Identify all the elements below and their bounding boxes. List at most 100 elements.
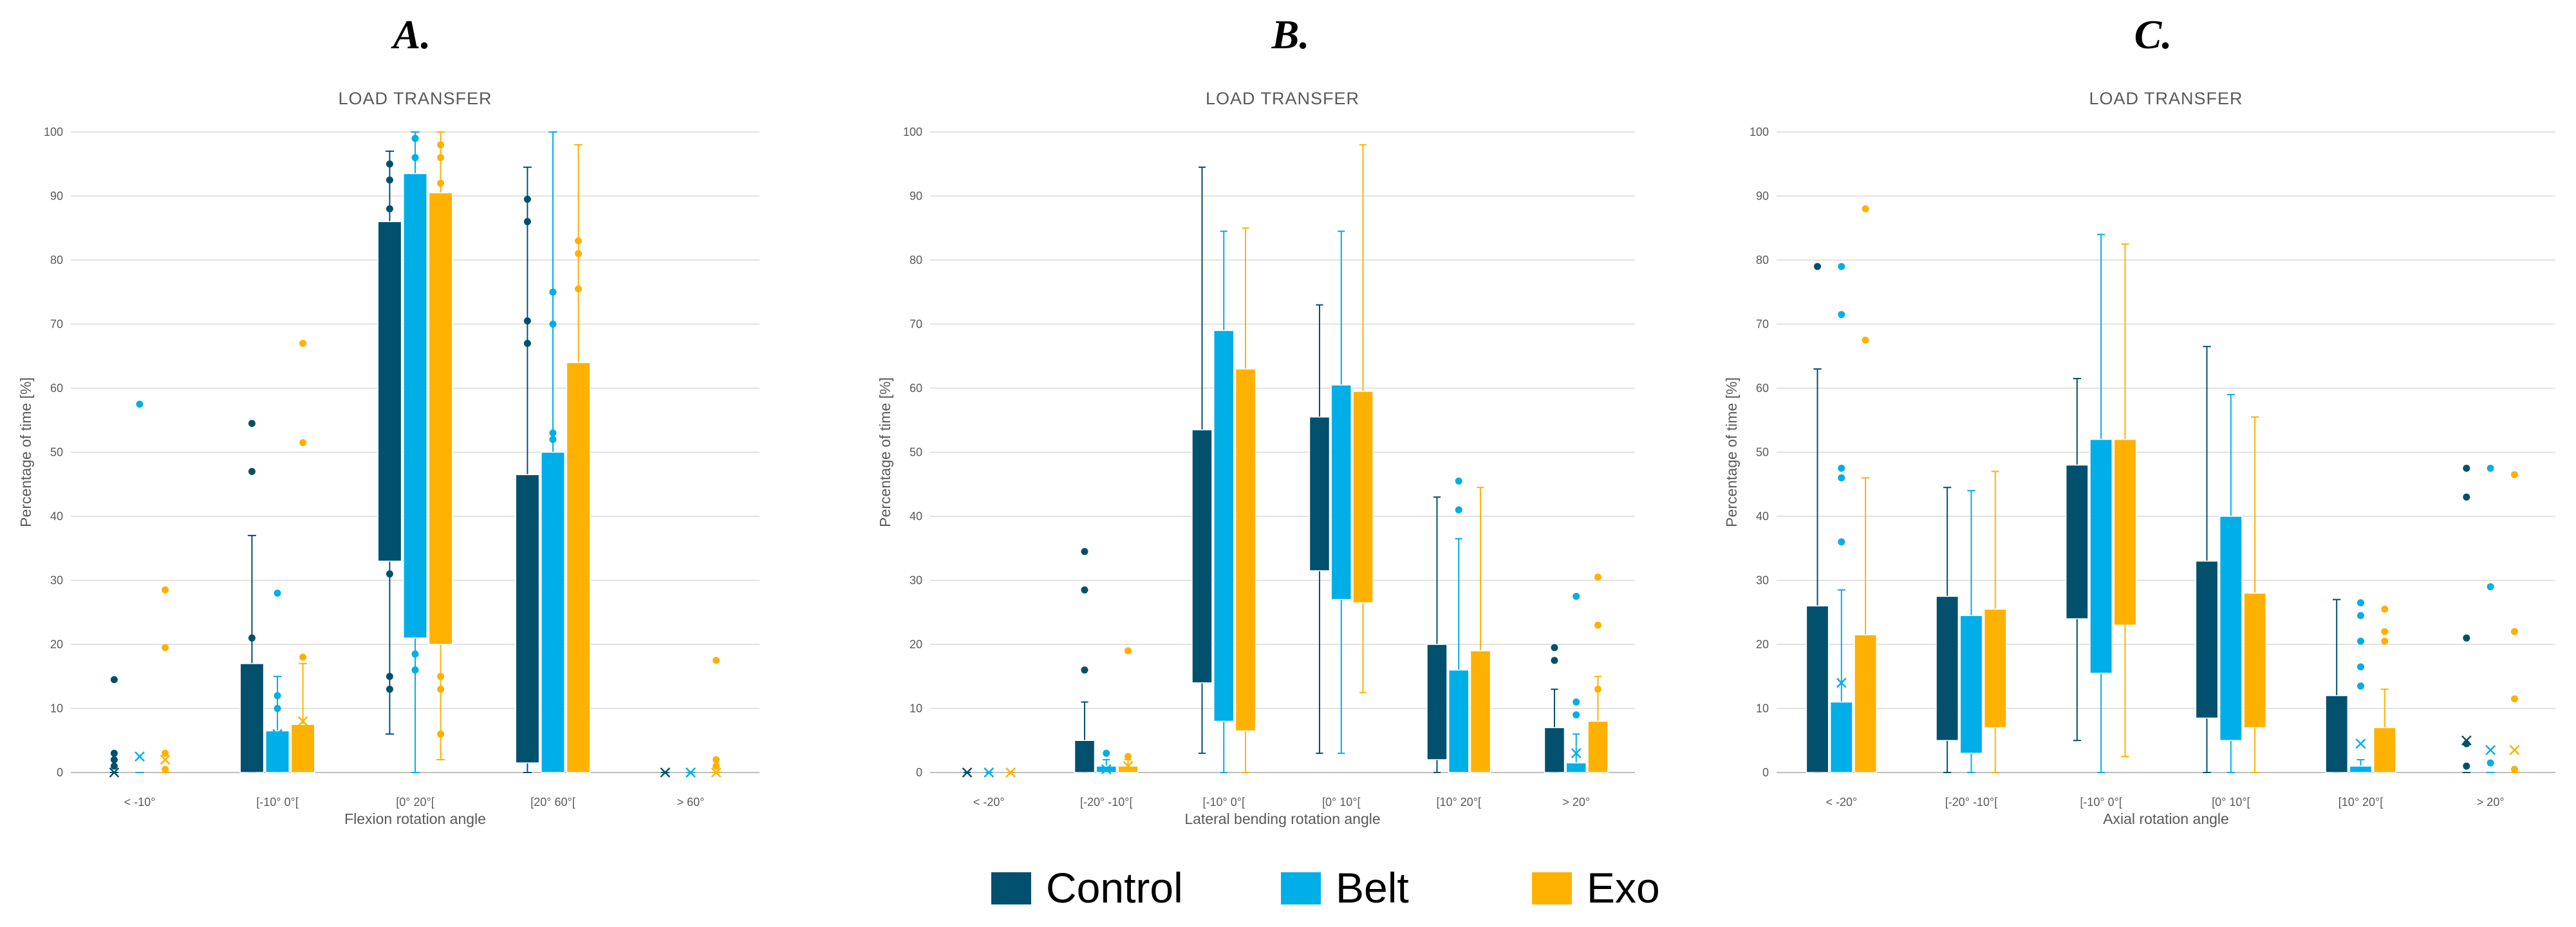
panel-letter: A. [391, 12, 431, 57]
legend-label-belt: Belt [1336, 864, 1409, 912]
mean-marker [410, 383, 420, 393]
box-exo-10-20 [1470, 487, 1491, 773]
x-tick-label-10-0: [-10° 0°[ [1203, 796, 1245, 809]
y-tick-label-0: 0 [916, 766, 922, 779]
box-body [1959, 615, 1983, 754]
mean-marker-stroke-2 [1240, 543, 1251, 554]
box-control-10 [109, 676, 120, 778]
outlier-point [110, 756, 118, 763]
outlier-point [437, 141, 445, 149]
box-body [239, 663, 265, 773]
mean-marker [1592, 735, 1603, 746]
box-exo-20 [2509, 471, 2520, 773]
x-tick-label-10-0: [-10° 0°[ [2080, 796, 2122, 809]
box-body [1544, 727, 1565, 773]
outlier-point [523, 317, 531, 325]
mean-marker-stroke-2 [1549, 735, 1560, 746]
box-body [541, 451, 565, 773]
box-body [428, 192, 453, 645]
mean-marker [2355, 738, 2366, 749]
outlier-point [549, 288, 557, 296]
outlier-point [2381, 628, 2389, 635]
y-tick-label-10: 10 [910, 702, 922, 715]
outlier-point [2381, 605, 2389, 613]
box-belt-20 [1565, 592, 1587, 773]
outlier-point [1838, 464, 1845, 472]
outlier-point [1081, 586, 1088, 594]
mean-marker [522, 575, 533, 586]
mean-marker-stroke-2 [410, 383, 420, 393]
box-belt-20-60 [541, 131, 565, 773]
chart-title: LOAD TRANSFER [1206, 89, 1359, 108]
mean-marker [711, 767, 722, 778]
mean-marker-stroke-2 [160, 754, 171, 765]
mean-marker-stroke-2 [2379, 742, 2390, 753]
outlier-point [411, 154, 419, 162]
outlier-point [1081, 548, 1088, 556]
box-control-20-10 [1936, 487, 1959, 773]
mean-marker-stroke-2 [1314, 479, 1325, 490]
mean-marker-stroke-2 [548, 575, 558, 586]
outlier-point [274, 589, 281, 597]
y-tick-label-50: 50 [1756, 446, 1769, 459]
box-control-60 [660, 767, 671, 778]
legend-swatch-control [991, 872, 1031, 904]
outlier-point [1103, 749, 1110, 757]
mean-marker-stroke-2 [1571, 748, 1582, 759]
box-body [1854, 634, 1878, 773]
box-belt-10-0 [2089, 234, 2113, 773]
mean-marker [384, 415, 395, 426]
mean-marker-stroke-2 [2071, 536, 2082, 547]
box-exo-0-10 [1352, 144, 1374, 693]
box-control-10-0 [239, 420, 265, 773]
box-control-20-10 [1074, 548, 1096, 773]
mean-marker-stroke-2 [1079, 748, 1090, 759]
box-body [2349, 765, 2373, 773]
x-tick-label-0-10: [0° 10°[ [1322, 796, 1360, 809]
outlier-point [1125, 647, 1132, 655]
y-tick-label-30: 30 [50, 574, 63, 587]
chart-panel-c: C. LOAD TRANSFER 0 10 20 30 40 50 60 70 80 90 100 Per… [1723, 12, 2555, 827]
mean-marker-stroke-2 [2331, 729, 2342, 740]
box-control-20 [962, 767, 973, 778]
box-body [1983, 608, 2007, 729]
mean-marker-stroke-2 [435, 383, 446, 393]
mean-marker [1358, 492, 1368, 503]
mean-marker-stroke-2 [2201, 626, 2212, 637]
y-tick-label-10: 10 [50, 702, 63, 715]
box-control-0-20 [377, 150, 402, 735]
outlier-point [411, 135, 419, 142]
outlier-point [437, 730, 445, 738]
outlier-point [2357, 682, 2364, 690]
mean-marker [2379, 742, 2390, 753]
outlier-point [110, 749, 118, 757]
mean-marker [1966, 671, 1977, 682]
box-body [1191, 429, 1213, 684]
box-control-0-10 [1309, 304, 1330, 754]
outlier-point [386, 570, 393, 578]
outlier-point [2463, 762, 2470, 770]
mean-marker [1314, 479, 1325, 490]
mean-marker [1101, 764, 1112, 774]
outlier-point [2357, 612, 2364, 619]
mean-marker [272, 729, 283, 740]
y-tick-label-40: 40 [910, 510, 922, 523]
box-belt-0-20 [403, 131, 427, 773]
box-body [1470, 650, 1491, 773]
outlier-point [1573, 698, 1580, 706]
mean-marker [160, 754, 171, 765]
y-tick-label-80: 80 [910, 254, 922, 267]
mean-marker [1336, 492, 1347, 503]
mean-marker [435, 383, 446, 393]
outlier-point [299, 339, 307, 347]
outlier-point [411, 666, 419, 674]
outlier-point [437, 673, 445, 680]
outlier-point [386, 686, 393, 693]
mean-marker-stroke-2 [686, 767, 696, 778]
outlier-point [2487, 583, 2494, 590]
mean-marker-stroke-2 [573, 511, 584, 521]
box-body [1587, 720, 1609, 773]
box-body [2243, 592, 2267, 729]
